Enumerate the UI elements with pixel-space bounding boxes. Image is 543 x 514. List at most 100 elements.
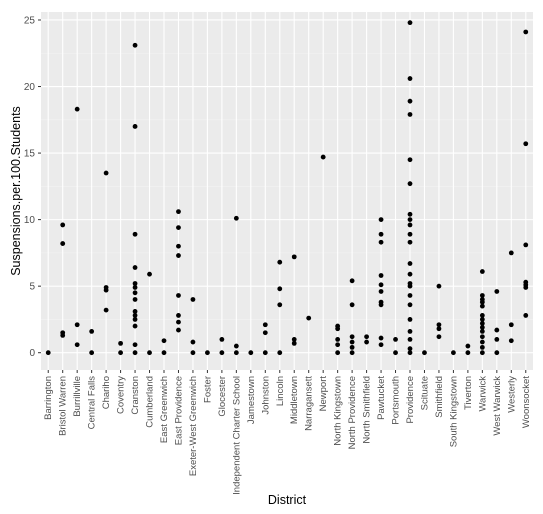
data-point <box>407 231 413 237</box>
data-point <box>335 336 341 342</box>
data-point <box>335 342 341 348</box>
data-point <box>349 302 355 308</box>
data-point <box>262 350 268 356</box>
y-tick-label: 15 <box>24 149 36 160</box>
data-point <box>118 350 123 356</box>
plot-panel <box>41 12 533 370</box>
data-point <box>479 350 485 356</box>
data-point <box>233 343 239 349</box>
data-point <box>132 124 138 129</box>
data-point <box>378 231 384 237</box>
data-point <box>407 157 413 163</box>
data-point <box>407 317 413 322</box>
data-point <box>479 269 485 274</box>
x-tick-label: Independent Charter School <box>231 376 242 495</box>
data-point <box>407 217 413 223</box>
data-point <box>407 271 413 277</box>
data-point <box>161 338 167 344</box>
data-point <box>407 20 413 26</box>
data-point <box>248 350 254 356</box>
data-point <box>349 339 355 345</box>
data-point <box>407 76 413 81</box>
data-point <box>407 336 413 342</box>
data-point <box>335 350 341 356</box>
y-tick-label: 20 <box>24 82 36 93</box>
data-point <box>407 98 413 104</box>
x-tick-label: North Kingstown <box>333 376 344 446</box>
data-point <box>523 242 529 248</box>
data-point <box>479 329 485 334</box>
data-point <box>277 350 283 356</box>
data-point <box>291 254 297 260</box>
data-point <box>176 225 181 230</box>
data-point <box>407 112 413 117</box>
data-point <box>219 336 225 342</box>
data-point <box>176 243 181 249</box>
data-point <box>176 293 181 298</box>
data-point <box>190 350 196 356</box>
data-point <box>465 343 471 349</box>
x-tick-label: Woonsocket <box>521 376 532 428</box>
data-point <box>479 334 485 340</box>
data-point <box>364 339 369 345</box>
data-point <box>132 290 138 296</box>
data-point <box>479 325 485 330</box>
data-point <box>103 170 109 176</box>
data-point <box>508 250 514 256</box>
x-tick-label: Smithfield <box>434 376 445 418</box>
x-tick-label: Warwick <box>477 376 488 412</box>
data-point <box>479 293 485 298</box>
data-point <box>378 335 384 341</box>
data-point <box>132 297 138 302</box>
data-point <box>176 327 181 333</box>
data-point <box>205 350 210 356</box>
x-tick-label: East Providence <box>173 376 184 445</box>
data-point <box>60 241 66 246</box>
data-point <box>176 253 181 258</box>
x-tick-label: Cranston <box>130 376 141 415</box>
data-point <box>378 217 384 223</box>
data-point <box>291 336 297 342</box>
data-point <box>407 350 413 356</box>
data-point <box>277 302 283 308</box>
data-point <box>190 297 196 302</box>
data-point <box>176 319 181 325</box>
data-point <box>277 286 283 292</box>
data-point <box>407 346 413 352</box>
data-point <box>407 283 413 289</box>
data-point <box>132 42 138 48</box>
x-tick-label: Providence <box>405 376 416 424</box>
x-tick-label: Central Falls <box>87 376 98 430</box>
x-tick-label: Foster <box>202 376 213 403</box>
data-point <box>262 330 268 336</box>
data-point <box>132 350 138 356</box>
data-point <box>277 259 283 265</box>
x-tick-label: Narragansett <box>304 376 315 431</box>
data-point <box>479 339 485 345</box>
x-tick-label: Cumberland <box>145 376 156 428</box>
data-point <box>479 299 485 305</box>
data-point <box>378 239 384 245</box>
data-point <box>74 106 80 112</box>
x-tick-label: Johnston <box>260 376 271 415</box>
data-point <box>161 350 167 356</box>
data-point <box>335 326 341 332</box>
data-point <box>176 313 181 318</box>
data-point <box>523 313 529 318</box>
x-tick-label: North Smithfield <box>362 376 373 444</box>
data-point <box>494 289 500 294</box>
data-point <box>407 239 413 245</box>
data-point <box>422 350 427 356</box>
x-tick-label: Jamestown <box>246 376 257 424</box>
x-axis-title: District <box>268 493 307 507</box>
data-point <box>523 285 529 290</box>
data-point <box>407 222 413 228</box>
x-tick-label: Exeter-West Greenwich <box>188 376 199 476</box>
x-tick-label: Glocester <box>217 376 228 417</box>
data-point <box>132 231 138 237</box>
data-point <box>45 350 51 356</box>
data-point <box>291 340 297 346</box>
data-point <box>74 342 80 348</box>
data-point <box>103 287 109 293</box>
